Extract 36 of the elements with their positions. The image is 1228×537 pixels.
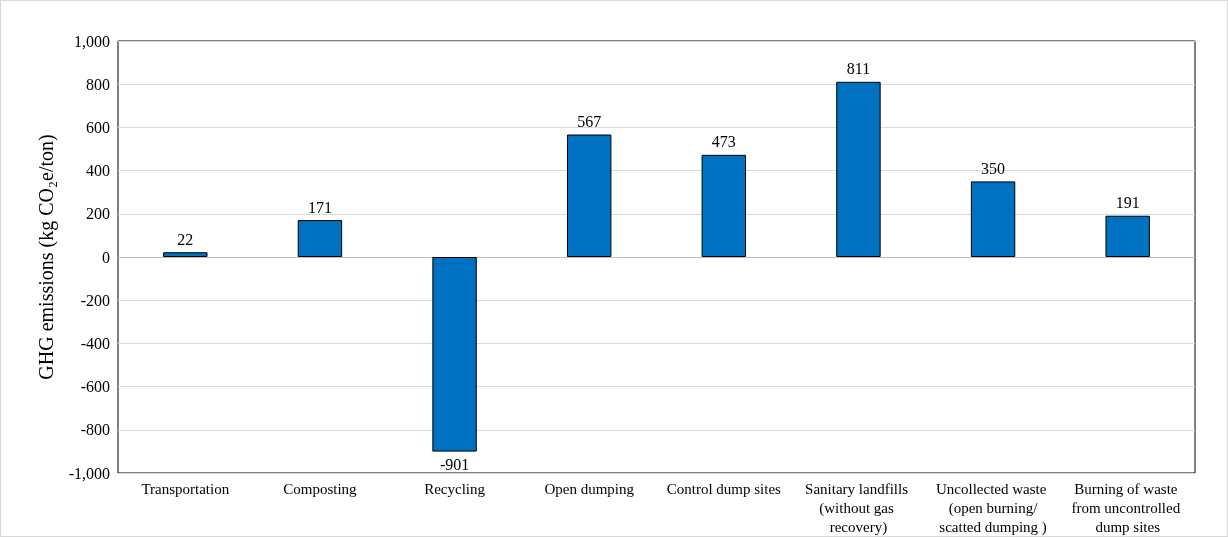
bar (432, 257, 477, 452)
x-tick-label: Composting (283, 480, 358, 497)
y-tick-label: -600 (80, 378, 110, 396)
x-tick-label: Uncollected waste (open burning/scatted dumping ) (936, 480, 1051, 536)
data-label: 22 (177, 230, 194, 248)
x-tick-label: Sanitary landfills (without gas recovery) (805, 480, 912, 536)
y-tick-label: 1,000 (74, 32, 110, 50)
x-tick-label: Control dump sites (666, 480, 782, 497)
bar (163, 252, 208, 257)
data-label: 811 (846, 60, 871, 78)
x-tick-label: Transportation (141, 480, 230, 497)
x-tick-label: Recycling (424, 480, 486, 497)
bar (566, 134, 612, 257)
y-tick-label: 800 (86, 75, 110, 93)
bar (701, 154, 747, 257)
y-tick-label: 200 (86, 205, 110, 223)
data-label: 350 (981, 159, 1006, 177)
data-label: 171 (307, 198, 332, 216)
bar (1105, 215, 1150, 257)
y-tick-label: -200 (80, 291, 110, 309)
x-tick-label: Burning of waste from uncontrolled dump sites (1071, 480, 1184, 535)
y-tick-label: -1,000 (68, 464, 110, 482)
bar (297, 220, 343, 257)
y-tick-label: 600 (86, 118, 110, 136)
data-label: 567 (577, 113, 602, 131)
data-label: 473 (711, 133, 736, 151)
y-tick-label: 400 (86, 162, 110, 180)
y-tick-label: 0 (102, 248, 110, 266)
x-tick-label: Open dumping (544, 480, 635, 497)
bar (836, 81, 881, 257)
y-axis-title: GHG emissions (kg CO₂e/ton) (35, 134, 58, 380)
data-label: 191 (1115, 194, 1140, 212)
y-tick-label: -400 (80, 334, 110, 352)
data-label: -901 (439, 456, 470, 474)
y-tick-label: -800 (80, 421, 110, 439)
bar (970, 181, 1016, 257)
